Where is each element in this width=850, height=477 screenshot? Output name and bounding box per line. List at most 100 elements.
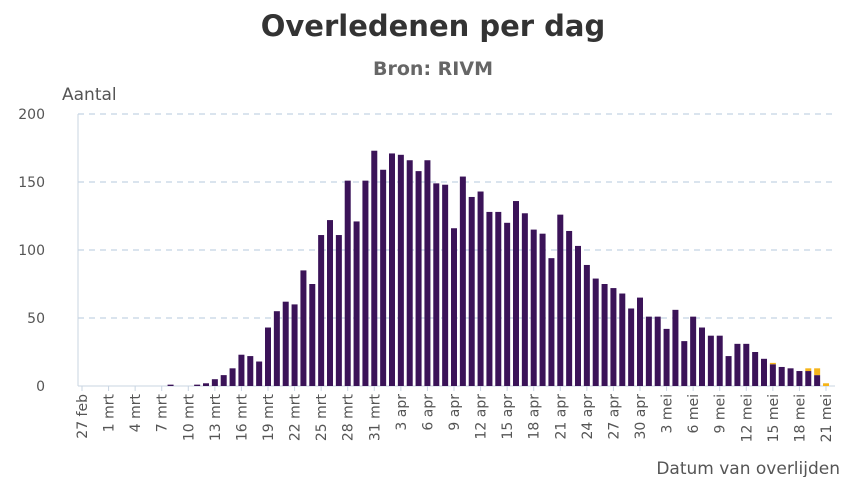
- bar-28-apr: [619, 293, 626, 386]
- bar-14-mei: [761, 358, 767, 386]
- chart-title: Overledenen per dag: [261, 9, 606, 43]
- bar-2-mei: [654, 316, 661, 386]
- x-tick-label: 15 mei: [766, 394, 782, 442]
- bar-13-mrt: [211, 379, 218, 386]
- x-tick-label: 4 mrt: [128, 393, 144, 432]
- x-tick-label: 25 mrt: [314, 393, 330, 441]
- bar-27-apr: [610, 288, 617, 386]
- bar-21-mei-pending: [823, 383, 829, 386]
- bar-19-mei: [805, 371, 812, 386]
- y-tick-label: 200: [18, 107, 45, 123]
- y-tick-label: 0: [36, 379, 45, 395]
- x-tick-label: 21 mei: [819, 394, 835, 442]
- bar-19-apr: [539, 233, 546, 386]
- bar-4-apr: [406, 160, 413, 386]
- y-tick-label: 150: [18, 175, 45, 191]
- x-tick-label: 12 apr: [474, 394, 490, 440]
- bar-10-mei: [725, 356, 732, 386]
- bar-22-mrt: [291, 304, 298, 386]
- x-tick-label: 30 apr: [633, 394, 649, 440]
- bar-16-mei: [778, 366, 785, 386]
- bar-9-apr: [451, 228, 457, 386]
- bar-1-mei: [645, 316, 652, 386]
- bar-19-mei-pending: [805, 368, 812, 372]
- x-tick-label: 6 apr: [420, 394, 436, 431]
- bar-3-mei: [663, 328, 670, 386]
- x-tick-label: 12 mei: [739, 394, 755, 442]
- bar-17-mrt: [247, 356, 254, 386]
- bar-11-apr: [468, 196, 475, 386]
- bar-22-apr: [566, 230, 573, 386]
- x-tick-label: 3 apr: [394, 394, 410, 431]
- bar-29-mrt: [353, 221, 360, 386]
- x-tick-label: 31 mrt: [367, 393, 383, 441]
- bar-20-apr: [548, 258, 555, 386]
- bar-8-apr: [442, 184, 449, 386]
- bar-14-apr: [495, 211, 502, 386]
- bar-4-mei: [672, 309, 679, 386]
- x-tick-label: 27 feb: [75, 394, 91, 439]
- y-axis-ticks: 0 50 100 150 200: [18, 107, 45, 395]
- bar-30-mrt: [362, 180, 369, 386]
- bar-29-apr: [628, 308, 635, 386]
- y-axis-label: Aantal: [62, 85, 117, 105]
- bar-16-mrt: [238, 354, 245, 386]
- bar-31-mrt: [371, 150, 378, 386]
- bar-26-mrt: [327, 220, 333, 386]
- x-tick-label: 18 apr: [527, 394, 543, 440]
- chart-subtitle: Bron: RIVM: [373, 58, 493, 80]
- bar-8-mei: [707, 335, 714, 386]
- bar-17-apr: [521, 213, 528, 386]
- bar-15-mrt: [229, 368, 236, 386]
- x-tick-label: 27 apr: [606, 394, 622, 440]
- x-tick-label: 28 mrt: [341, 393, 357, 441]
- bar-24-mrt: [309, 284, 316, 386]
- bar-3-apr: [397, 154, 404, 386]
- bar-26-apr: [601, 284, 608, 386]
- x-tick-label: 3 mei: [660, 394, 676, 434]
- x-tick-label: 24 apr: [580, 394, 596, 440]
- bar-15-mei: [769, 364, 776, 386]
- bar-11-mrt: [194, 384, 201, 386]
- x-tick-label: 15 apr: [500, 394, 516, 440]
- bar-6-apr: [424, 160, 431, 386]
- x-tick-label: 1 mrt: [102, 393, 118, 432]
- x-tick-label: 22 mrt: [288, 393, 304, 441]
- x-tick-label: 6 mei: [686, 394, 702, 434]
- bar-10-apr: [459, 176, 466, 386]
- x-axis-label: Datum van overlijden: [656, 459, 840, 477]
- y-tick-label: 100: [18, 243, 45, 259]
- bar-27-mrt: [335, 235, 342, 386]
- bar-17-mei: [787, 368, 794, 386]
- bar-21-mrt: [282, 301, 289, 386]
- bar-8-mrt: [167, 384, 174, 386]
- bar-11-mei: [734, 343, 741, 386]
- bar-23-apr: [575, 245, 581, 386]
- bar-12-apr: [477, 191, 484, 386]
- bar-25-apr: [592, 278, 599, 386]
- x-axis-ticks: 27 feb 1 mrt 4 mrt 7 mrt 10 mrt 13 mrt 16 mrt 1…: [75, 386, 835, 442]
- bar-15-mei-pending: [769, 362, 776, 365]
- bar-7-apr: [433, 183, 440, 386]
- x-tick-label: 10 mrt: [181, 393, 197, 441]
- bar-5-apr: [415, 171, 422, 386]
- bar-21-apr: [557, 214, 564, 386]
- x-tick-label: 16 mrt: [234, 393, 250, 441]
- bar-18-mei: [796, 371, 803, 386]
- bar-13-mei: [752, 352, 759, 386]
- bar-18-mrt: [256, 361, 263, 386]
- bar-18-apr: [530, 229, 537, 386]
- bar-6-mei: [690, 316, 697, 386]
- bar-19-mrt: [265, 327, 271, 386]
- x-tick-label: 7 mrt: [155, 393, 171, 432]
- bar-23-mrt: [300, 270, 307, 386]
- x-tick-label: 9 apr: [447, 394, 463, 431]
- bar-7-mei: [699, 327, 705, 386]
- bar-20-mei: [814, 375, 821, 386]
- x-tick-label: 9 mei: [713, 394, 729, 434]
- bar-20-mei-pending: [814, 368, 821, 376]
- bar-1-apr: [380, 169, 387, 386]
- bar-30-apr: [637, 297, 643, 386]
- bar-12-mei: [743, 343, 750, 386]
